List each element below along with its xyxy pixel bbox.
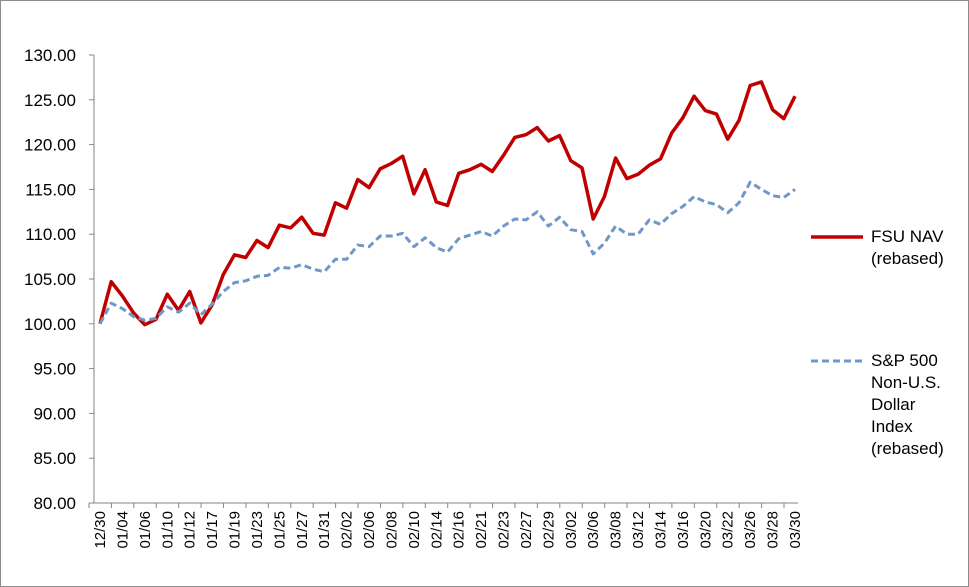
x-tick-label: 03/26 [742,511,759,549]
x-tick-label: 01/12 [182,511,199,549]
x-tick-label: 03/20 [697,511,714,549]
legend-entry-fsu-nav: FSU NAV (rebased) [871,226,944,270]
x-tick-label: 03/28 [765,511,782,549]
legend-label-line: Non-U.S. [871,373,941,392]
x-tick-label: 03/22 [720,511,737,549]
x-tick-label: 02/29 [540,511,557,549]
x-tick-label: 01/19 [227,511,244,549]
series-line-fsu-nav [98,80,797,327]
x-tick-label: 03/02 [563,511,580,549]
y-tick-label: 110.00 [25,225,76,244]
y-tick-label: 100.00 [24,315,76,334]
y-tick-label: 95.00 [33,360,76,379]
x-tick-label: 03/30 [787,511,804,549]
x-tick-label: 02/27 [518,511,535,549]
legend-label-line: (rebased) [871,249,944,268]
x-tick-label: 02/02 [339,511,356,549]
x-tick-label: 01/17 [204,511,221,549]
x-tick-label: 01/27 [294,511,311,549]
x-tick-label: 03/12 [630,511,647,549]
legend-label-line: Index [871,417,913,436]
x-tick-label: 01/25 [271,511,288,549]
legend-label-line: Dollar [871,395,916,414]
series-group [98,80,797,327]
x-tick-label: 03/16 [675,511,692,549]
x-tick-label: 02/21 [473,511,490,549]
y-tick-label: 120.00 [24,136,76,155]
x-tick-label: 02/23 [496,511,513,549]
y-tick-labels: 80.00 85.00 90.00 95.00 100.00 105.00 110.00 11… [24,46,76,513]
x-tick-label: 01/31 [316,511,333,549]
legend-entry-sp500-non-usd: S&P 500 Non-U.S. Dollar Index (rebased) [871,350,944,460]
x-tick-label: 12/30 [92,511,109,549]
x-tick-label: 02/06 [361,511,378,549]
x-tick-label: 02/10 [406,511,423,549]
y-tick-label: 90.00 [33,404,76,423]
y-tick-label: 85.00 [33,449,76,468]
x-tick-label: 02/14 [428,511,445,549]
legend-label-line: FSU NAV [871,227,944,246]
y-tick-label: 105.00 [24,270,76,289]
x-tick-label: 03/06 [585,511,602,549]
x-tick-label: 03/14 [652,511,669,549]
legend-swatches [811,235,863,363]
x-tick-label: 01/06 [137,511,154,549]
x-tick-labels: 12/30 01/04 01/06 01/10 01/12 01/17 01/19 01/23… [92,511,804,549]
y-tick-label: 115.00 [25,180,76,199]
legend-label-line: (rebased) [871,439,944,458]
y-tick-label: 80.00 [33,494,76,513]
legend-label-line: S&P 500 [871,351,938,370]
y-tick-label: 125.00 [24,91,76,110]
x-tick-label: 01/10 [159,511,176,549]
axes [88,54,798,508]
y-tick-label: 130.00 [24,46,76,65]
x-tick-label: 02/08 [383,511,400,549]
x-tick-label: 03/08 [608,511,625,549]
x-tick-label: 02/16 [451,511,468,549]
x-tick-label: 01/23 [249,511,266,549]
x-tick-label: 01/04 [114,511,131,549]
